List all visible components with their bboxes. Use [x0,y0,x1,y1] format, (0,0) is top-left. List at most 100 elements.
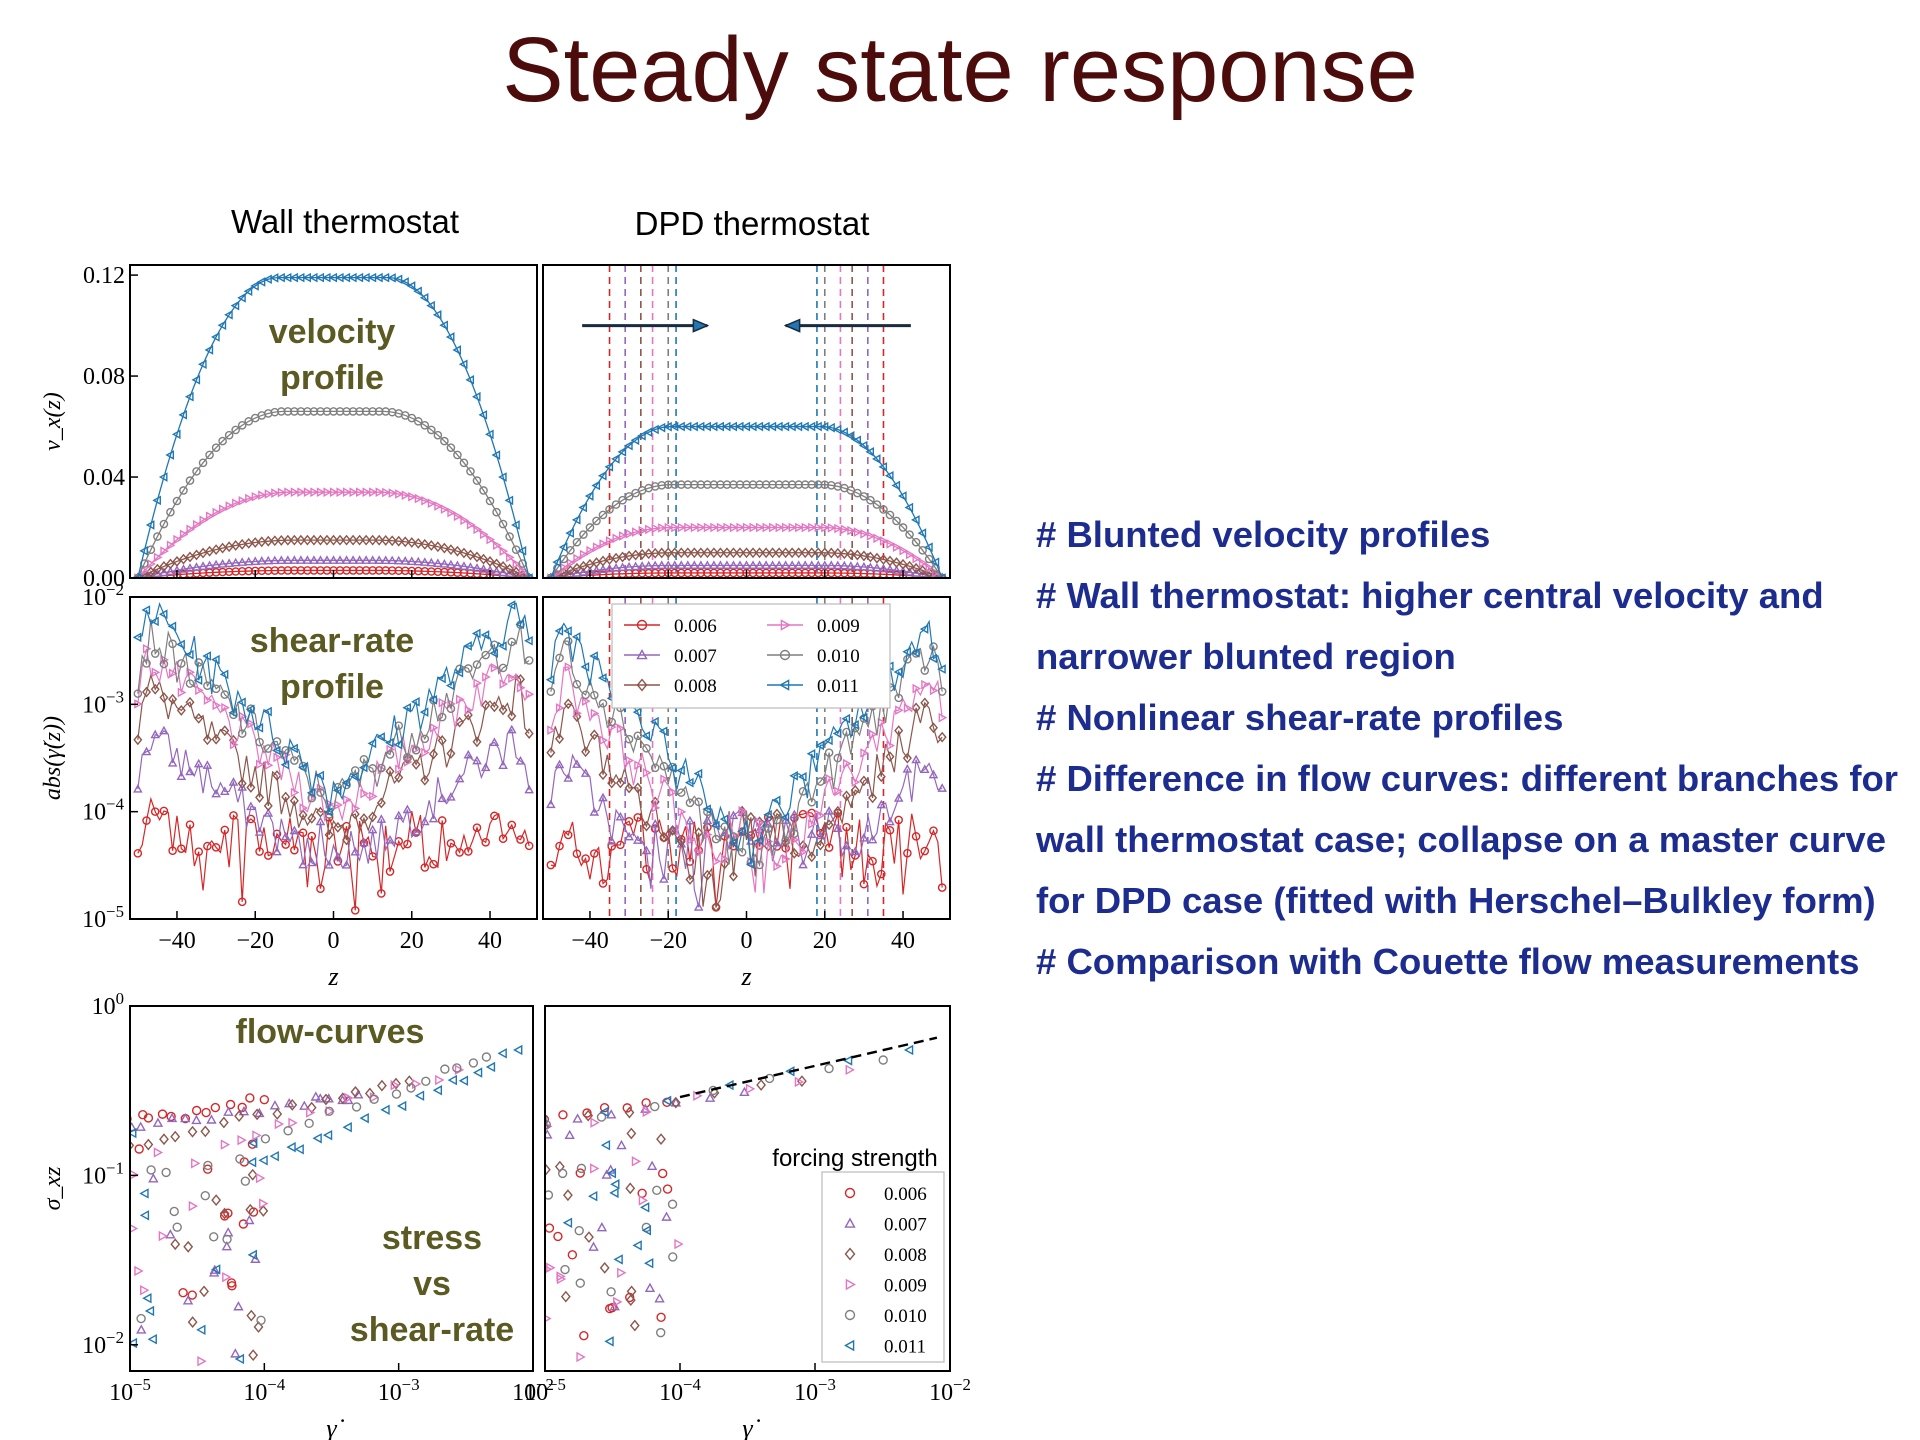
data-point [276,555,287,565]
data-point [130,1140,135,1151]
data-point [624,492,634,501]
panel-annotation: shear-rate [250,622,414,660]
data-point [413,537,423,549]
data-point [894,725,904,737]
data-point [872,552,882,564]
data-point [546,747,556,759]
data-point [643,427,653,438]
data-point [669,560,680,569]
data-point [564,1129,575,1140]
data-point [572,849,582,859]
data-point [472,563,482,572]
data-point [325,1106,335,1117]
data-point [440,1064,450,1074]
data-point [159,806,169,816]
data-point [878,1055,888,1065]
data-point [237,421,247,430]
data-point [351,803,361,814]
data-point [794,1076,805,1088]
data-point [524,573,533,578]
data-point [480,630,490,640]
data-point [617,1267,627,1278]
data-point [400,277,409,287]
data-point [596,1222,608,1232]
data-point [452,345,462,355]
data-point [624,782,634,794]
data-point [800,547,810,559]
data-point [269,1150,279,1162]
data-point [221,702,230,713]
data-point [846,561,856,570]
data-point [447,507,456,518]
data-point [269,1100,281,1110]
data-point [289,825,300,835]
data-point [507,637,517,647]
data-point [376,732,385,742]
data-point [254,723,264,733]
data-point [819,560,830,569]
data-point [406,556,417,566]
data-point [676,836,686,847]
data-point [235,1154,245,1164]
data-point [632,1240,642,1251]
data-point [637,561,647,570]
data-point [150,683,160,695]
data-point [211,1264,221,1275]
data-point [482,672,491,682]
data-point [575,1168,585,1178]
data-point [455,716,465,728]
y-tick-label: 0.00 [83,566,125,592]
data-point [563,830,573,840]
data-point [161,1167,171,1178]
data-point [315,534,325,546]
data-point [513,1044,523,1056]
data-point [506,600,516,610]
data-point [263,274,272,285]
data-point [172,496,182,506]
data-point [545,1314,552,1323]
data-point [905,560,915,572]
data-point [369,487,378,497]
data-point [463,641,472,651]
data-point [258,1155,268,1166]
data-point [211,332,220,342]
data-point [456,694,465,705]
data-point [256,1315,266,1325]
data-point [420,734,430,744]
data-point [420,538,430,550]
data-point [728,547,738,559]
data-point [492,558,502,570]
data-point [229,739,239,750]
data-point [270,555,280,565]
data-point [218,1116,229,1129]
data-point [632,527,641,537]
data-point [929,826,938,835]
data-point [515,673,525,685]
data-point [658,523,667,533]
data-point [395,489,404,499]
data-point [667,1199,678,1209]
data-point [227,1281,237,1291]
data-point [368,811,378,823]
data-point [434,501,443,511]
data-point [200,1191,210,1201]
data-point [437,712,447,722]
data-point [852,549,862,561]
data-point [350,906,360,915]
data-point [220,1139,231,1150]
data-point [755,522,765,533]
data-point [745,859,755,870]
data-point [558,1110,568,1120]
x-axis-label: γ̇ [326,1414,344,1440]
data-point [429,722,439,733]
data-point [833,823,843,833]
data-point [795,522,804,533]
data-point [466,467,475,476]
data-point [749,522,759,533]
series-line [550,425,943,578]
data-point [403,757,413,767]
data-point [592,542,602,552]
data-point [160,546,169,556]
data-point [660,774,669,785]
data-point [472,1067,483,1078]
